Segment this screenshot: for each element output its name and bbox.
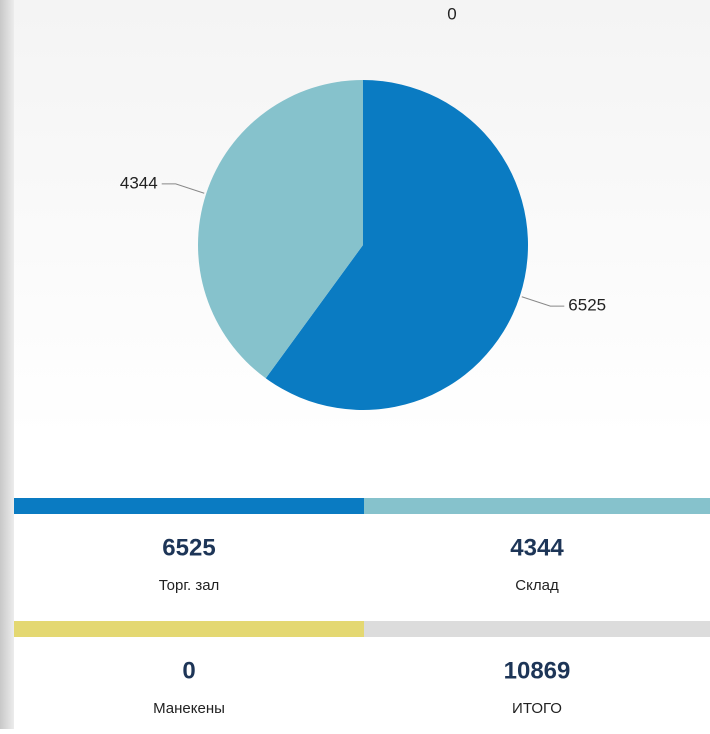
tile-bar <box>14 621 364 637</box>
tile-caption: Торг. зал <box>159 577 220 594</box>
tile-value: 6525 <box>162 534 215 561</box>
tile-bar <box>14 498 364 514</box>
tile-caption: Склад <box>515 577 559 594</box>
slice-label: 0 <box>447 4 456 23</box>
pie-slice <box>265 80 529 411</box>
tile-bar <box>364 498 710 514</box>
slice-label: 6525 <box>568 296 606 315</box>
leader-line <box>521 296 565 307</box>
tile-caption: ИТОГО <box>512 700 562 717</box>
leader-line <box>161 183 205 194</box>
tile-caption: Манекены <box>153 700 225 717</box>
slice-label: 4344 <box>120 173 158 192</box>
tile-bar <box>364 621 710 637</box>
tile-value: 10869 <box>504 657 571 684</box>
side-strip <box>0 0 14 729</box>
tile-value: 4344 <box>510 534 564 561</box>
pie-slice <box>198 80 363 379</box>
tile-value: 0 <box>182 657 195 684</box>
